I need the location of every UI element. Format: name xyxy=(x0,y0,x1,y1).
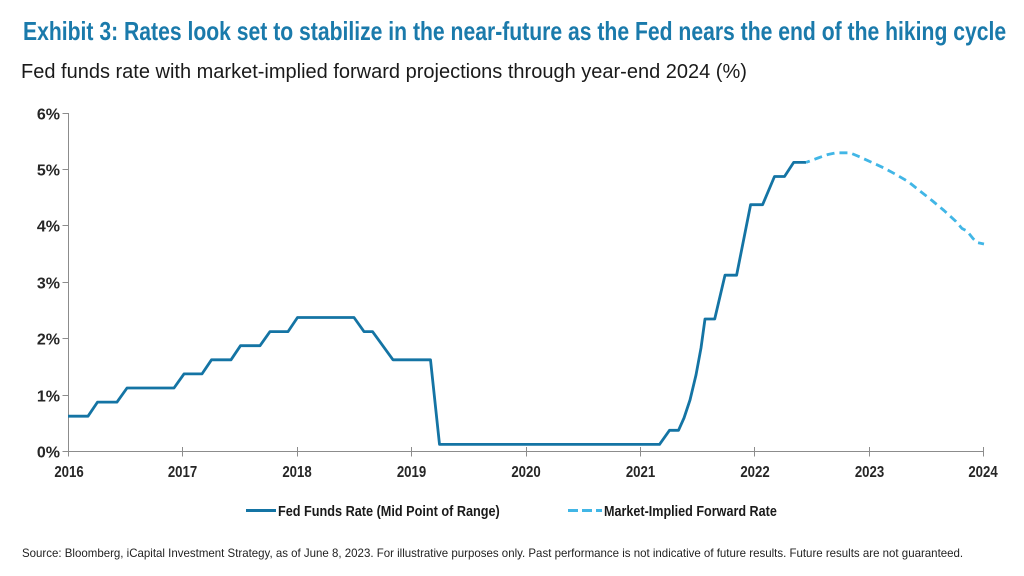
svg-text:1%: 1% xyxy=(37,388,60,405)
svg-text:2023: 2023 xyxy=(855,464,884,481)
svg-text:5%: 5% xyxy=(37,162,60,179)
svg-text:Market-Implied Forward Rate: Market-Implied Forward Rate xyxy=(604,502,777,519)
svg-text:4%: 4% xyxy=(37,218,60,235)
svg-text:2016: 2016 xyxy=(54,464,83,481)
svg-text:3%: 3% xyxy=(37,275,60,292)
svg-text:2018: 2018 xyxy=(282,464,311,481)
svg-text:2024: 2024 xyxy=(968,464,998,481)
svg-text:0%: 0% xyxy=(37,444,60,461)
svg-text:2019: 2019 xyxy=(397,464,426,481)
svg-text:6%: 6% xyxy=(37,106,60,123)
svg-text:2021: 2021 xyxy=(626,464,655,481)
svg-text:2017: 2017 xyxy=(168,464,197,481)
svg-text:Fed Funds Rate (Mid Point of R: Fed Funds Rate (Mid Point of Range) xyxy=(278,502,500,519)
svg-text:2020: 2020 xyxy=(511,464,540,481)
svg-text:2%: 2% xyxy=(37,331,60,348)
svg-text:2022: 2022 xyxy=(740,464,769,481)
